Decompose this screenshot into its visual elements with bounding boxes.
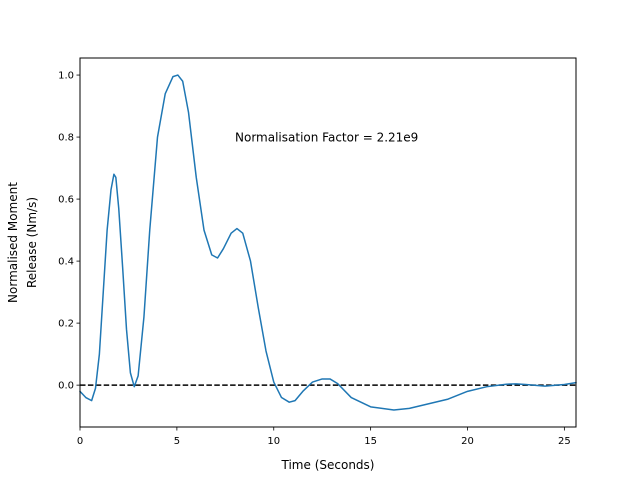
y-tick-label: 0.0 (58, 381, 74, 392)
y-axis-title-line-1: Normalised Moment (6, 182, 20, 303)
y-tick-label: 0.6 (58, 195, 74, 206)
y-tick-label: 0.2 (58, 319, 74, 330)
x-tick-label: 20 (461, 436, 474, 447)
normalisation-factor-annotation: Normalisation Factor = 2.21e9 (235, 131, 418, 145)
series-line-0 (79, 74, 577, 411)
plot-area (79, 74, 577, 411)
x-axis: 0 5 10 15 20 25 (77, 427, 571, 447)
x-tick-label: 0 (77, 436, 83, 447)
x-tick-label: 15 (364, 436, 377, 447)
x-tick-label: 10 (267, 436, 280, 447)
y-tick-label: 1.0 (58, 71, 74, 82)
y-axis: 0.0 0.2 0.4 0.6 0.8 1.0 (58, 71, 80, 392)
y-tick-label: 0.4 (58, 257, 74, 268)
x-tick-label: 25 (558, 436, 571, 447)
y-tick-label: 0.8 (58, 133, 74, 144)
axes-frame (79, 57, 577, 428)
y-axis-title-line-2: Release (Nm/s) (25, 197, 39, 288)
x-axis-title: Time (Seconds) (281, 458, 375, 472)
x-tick-label: 5 (174, 436, 180, 447)
